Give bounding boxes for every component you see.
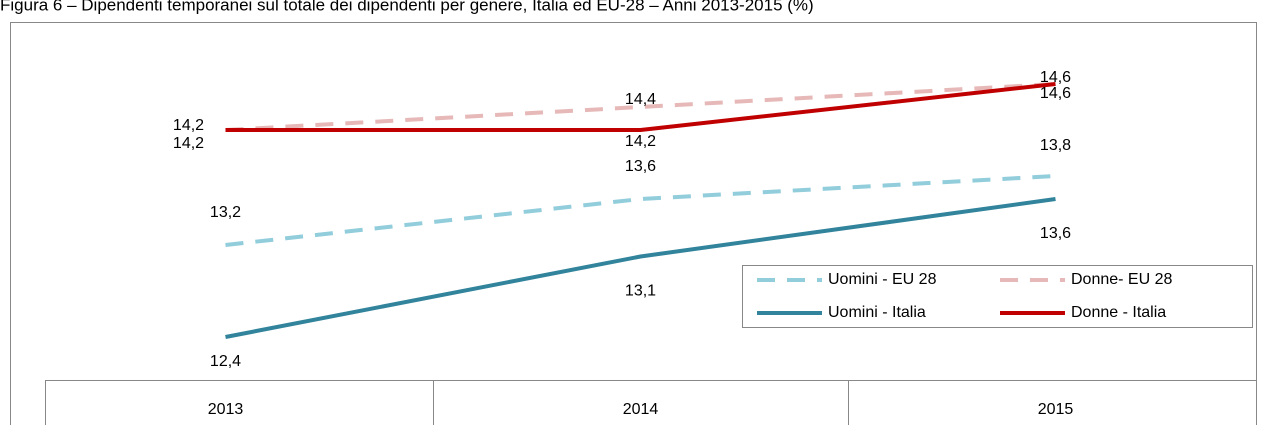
data-label: 13,8: [1040, 137, 1071, 154]
data-label: 13,2: [210, 204, 241, 221]
data-label: 13,6: [1040, 225, 1071, 242]
data-label: 14,4: [625, 91, 656, 108]
legend: [742, 265, 1253, 328]
data-label: 14,6: [1040, 85, 1071, 102]
data-label: 14,2: [173, 135, 204, 152]
x-tick-label: 2015: [1038, 401, 1074, 418]
series-line: [225, 82, 1056, 132]
data-label: 13,6: [625, 158, 656, 175]
x-tick-label: 2014: [623, 401, 659, 418]
x-tick-label: 2013: [208, 401, 244, 418]
series-line: [225, 82, 1056, 132]
data-label: 14,6: [1040, 69, 1071, 86]
data-label: 12,4: [210, 353, 241, 370]
data-label: 14,2: [173, 117, 204, 134]
legend-label: Donne- EU 28: [1071, 271, 1172, 288]
legend-label: Uomini - Italia: [828, 304, 926, 321]
data-label: 13,1: [625, 283, 656, 300]
series-line: [225, 174, 1056, 247]
chart-title: Figura 6 – Dipendenti temporanei sul tot…: [0, 0, 814, 14]
legend-label: Donne - Italia: [1071, 304, 1166, 321]
chart-frame: [10, 22, 1257, 425]
legend-label: Uomini - EU 28: [828, 271, 937, 288]
data-label: 14,2: [625, 133, 656, 150]
series-line: [225, 197, 1056, 339]
